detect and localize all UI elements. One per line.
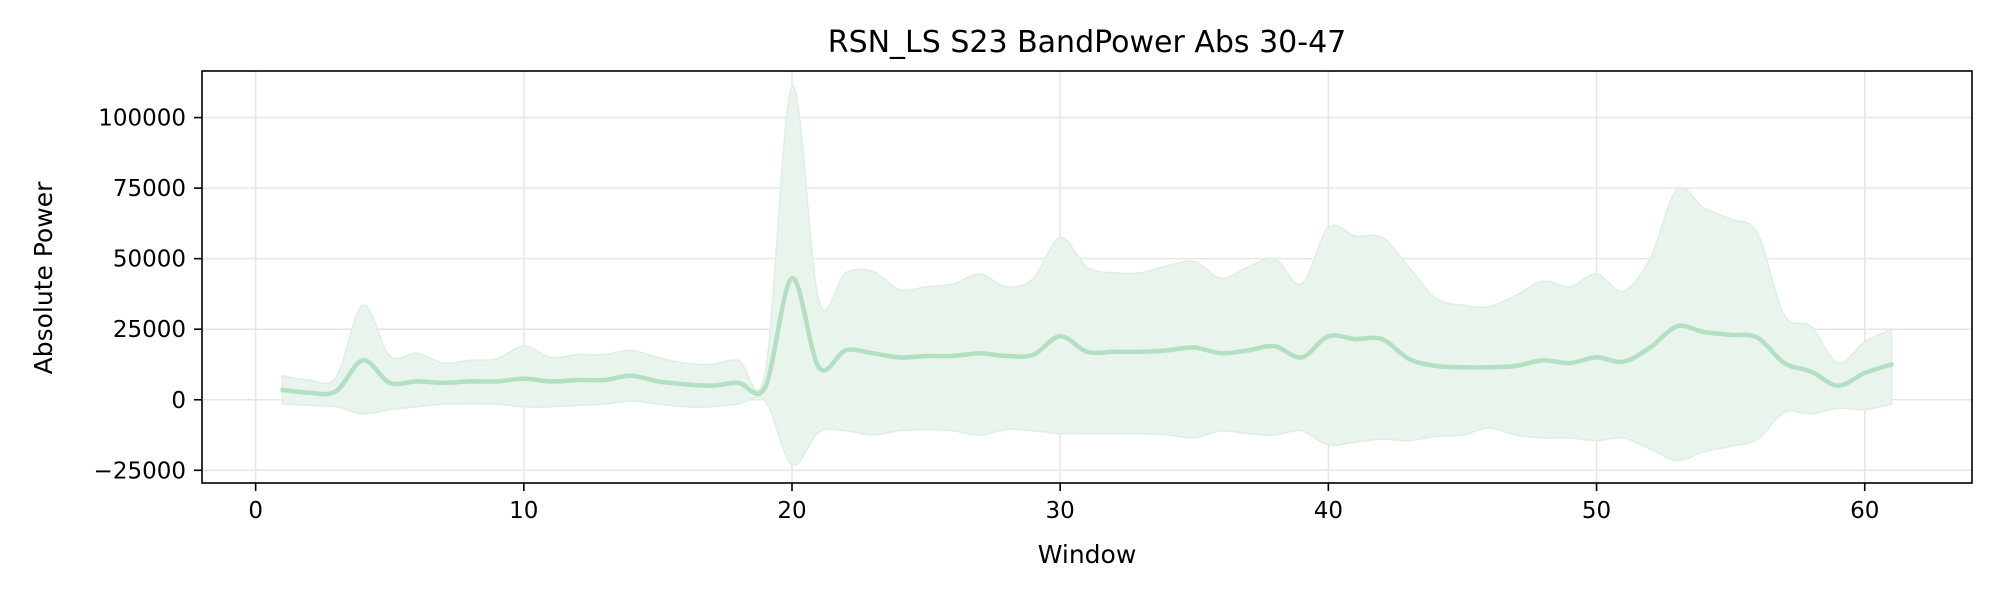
axes-frame — [201, 70, 1973, 484]
y-ticks: −25000 0 25000 50000 75000 100000 — [94, 106, 202, 484]
y-tick-label: −25000 — [94, 458, 186, 484]
y-tick-label: 50000 — [113, 247, 186, 273]
plot-frame — [201, 70, 1973, 484]
std-band — [281, 85, 1893, 466]
chart-title: RSN_LS S23 BandPower Abs 30-47 — [828, 25, 1347, 60]
std-band-layer — [281, 85, 1893, 466]
y-tick-label: 25000 — [113, 317, 186, 343]
x-tick-label: 10 — [509, 498, 538, 524]
x-tick-label: 60 — [1850, 498, 1879, 524]
y-axis-label: Absolute Power — [29, 181, 58, 375]
x-tick-label: 50 — [1582, 498, 1611, 524]
x-tick-label: 30 — [1046, 498, 1075, 524]
y-tick-label: 75000 — [113, 176, 186, 202]
x-axis-label: Window — [1038, 540, 1137, 569]
mean-line — [280, 276, 1894, 397]
y-tick-label: 0 — [171, 388, 186, 414]
x-ticks: 0 10 20 30 40 50 60 — [248, 483, 1879, 524]
x-tick-label: 20 — [777, 498, 806, 524]
x-tick-label: 40 — [1314, 498, 1343, 524]
mean-line-layer — [280, 276, 1894, 397]
y-tick-label: 100000 — [98, 106, 186, 132]
x-tick-label: 0 — [248, 498, 263, 524]
